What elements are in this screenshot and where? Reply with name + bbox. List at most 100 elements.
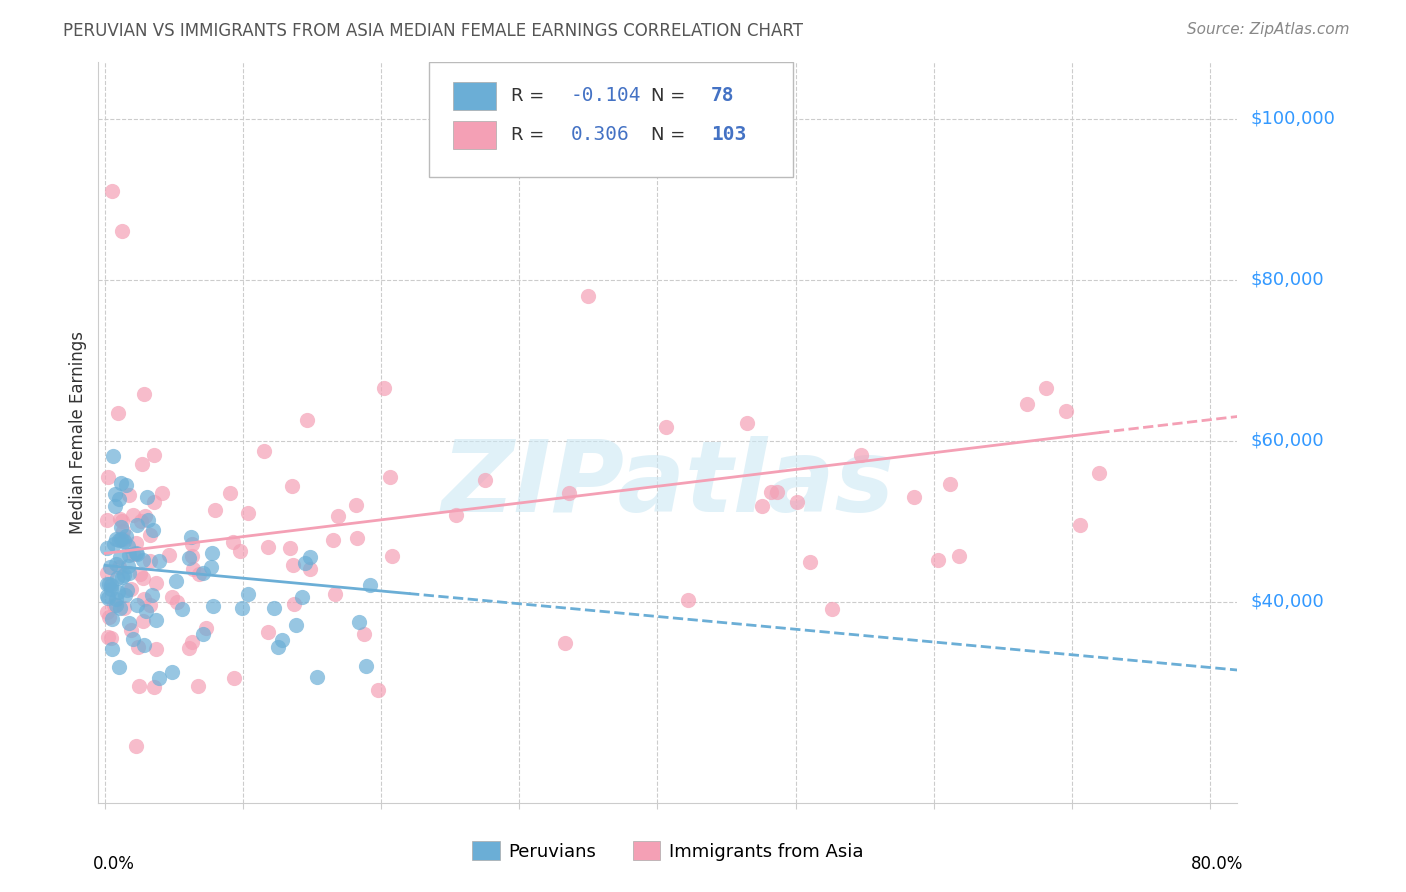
Text: PERUVIAN VS IMMIGRANTS FROM ASIA MEDIAN FEMALE EARNINGS CORRELATION CHART: PERUVIAN VS IMMIGRANTS FROM ASIA MEDIAN …: [63, 22, 803, 40]
Point: [100, 559, 122, 574]
Point: [124, 535, 146, 549]
Point: [145, 576, 167, 591]
Point: [948, 549, 970, 564]
Point: [125, 598, 148, 612]
Point: [131, 457, 153, 471]
Point: [108, 533, 131, 547]
Point: [148, 554, 170, 568]
Point: [118, 615, 141, 630]
Point: [150, 485, 173, 500]
Point: [187, 679, 209, 693]
Point: [104, 591, 127, 606]
Point: [257, 624, 280, 639]
Point: [132, 387, 155, 401]
Point: [180, 530, 202, 544]
Point: [136, 490, 159, 504]
Point: [323, 587, 346, 601]
Point: [181, 549, 204, 563]
Point: [96, 513, 118, 527]
Text: 103: 103: [711, 126, 747, 145]
Point: [117, 539, 139, 553]
Point: [284, 618, 307, 632]
FancyBboxPatch shape: [429, 62, 793, 178]
Point: [354, 659, 377, 673]
Point: [101, 449, 124, 463]
Point: [180, 537, 202, 551]
Point: [165, 574, 187, 588]
Point: [110, 520, 132, 534]
Point: [347, 615, 370, 630]
Point: [118, 488, 141, 502]
Point: [145, 613, 167, 627]
Point: [446, 508, 468, 522]
Point: [939, 476, 962, 491]
Point: [283, 558, 305, 573]
Point: [170, 602, 193, 616]
Point: [108, 660, 131, 674]
Text: -0.104: -0.104: [571, 87, 641, 105]
Point: [132, 552, 155, 566]
Point: [183, 562, 205, 576]
Point: [474, 473, 496, 487]
Point: [1069, 517, 1091, 532]
Point: [820, 602, 842, 616]
Point: [142, 523, 165, 537]
Point: [193, 627, 215, 641]
Point: [142, 681, 165, 695]
Text: 0.0%: 0.0%: [93, 855, 135, 872]
Point: [114, 477, 136, 491]
Point: [97, 631, 120, 645]
Point: [103, 537, 125, 551]
Text: $80,000: $80,000: [1251, 270, 1324, 289]
Point: [127, 517, 149, 532]
Point: [160, 665, 183, 680]
Point: [179, 551, 201, 566]
Text: ZIPatlas: ZIPatlas: [441, 436, 894, 533]
Point: [125, 739, 148, 754]
Point: [111, 524, 134, 539]
Point: [143, 495, 166, 509]
Point: [231, 600, 253, 615]
Point: [676, 592, 699, 607]
Point: [263, 601, 285, 615]
Point: [238, 507, 260, 521]
Point: [786, 495, 808, 509]
Point: [117, 566, 139, 581]
Point: [96, 541, 118, 555]
Y-axis label: Median Female Earnings: Median Female Earnings: [69, 331, 87, 534]
Point: [139, 599, 162, 613]
Point: [111, 570, 134, 584]
Legend: Peruvians, Immigrants from Asia: Peruvians, Immigrants from Asia: [465, 834, 870, 868]
Point: [96, 576, 118, 591]
Point: [121, 508, 143, 522]
Point: [267, 640, 290, 654]
Point: [295, 413, 318, 427]
Point: [104, 532, 127, 546]
Point: [134, 508, 156, 523]
Point: [751, 499, 773, 513]
Point: [201, 599, 224, 613]
Point: [96, 589, 118, 603]
Point: [110, 475, 132, 490]
Point: [298, 549, 321, 564]
Point: [1054, 403, 1077, 417]
Point: [655, 420, 678, 434]
Point: [1035, 381, 1057, 395]
Point: [294, 556, 316, 570]
Point: [148, 671, 170, 685]
Text: $40,000: $40,000: [1251, 592, 1324, 611]
Point: [134, 591, 156, 606]
Point: [138, 513, 160, 527]
Point: [120, 623, 142, 637]
Text: 0.306: 0.306: [571, 126, 630, 145]
Text: Source: ZipAtlas.com: Source: ZipAtlas.com: [1187, 22, 1350, 37]
Point: [281, 478, 304, 492]
Point: [283, 597, 305, 611]
Point: [236, 587, 259, 601]
Point: [122, 632, 145, 647]
Point: [117, 583, 139, 598]
Point: [120, 582, 142, 596]
Point: [125, 548, 148, 562]
Point: [114, 588, 136, 602]
Point: [191, 566, 214, 581]
